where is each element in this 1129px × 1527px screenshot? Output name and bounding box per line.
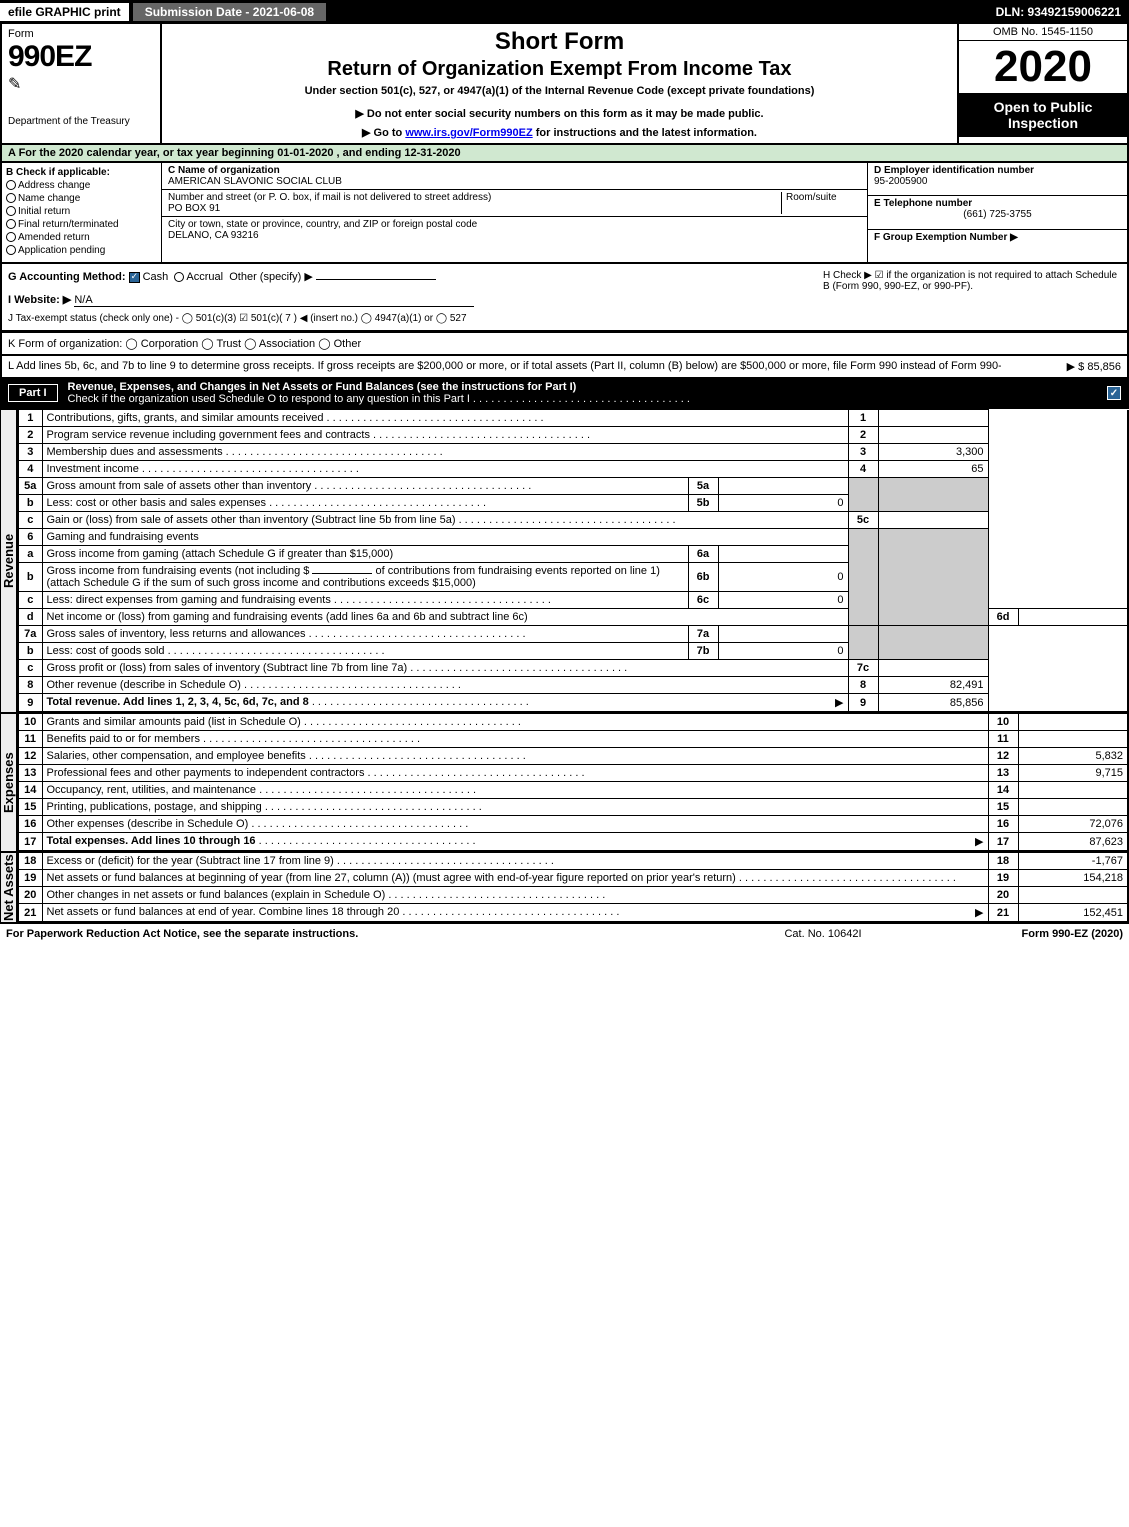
room-suite-label: Room/suite — [781, 192, 861, 214]
footer-catno: Cat. No. 10642I — [723, 928, 923, 940]
org-street: PO BOX 91 — [168, 203, 220, 214]
chk-application-pending[interactable]: Application pending — [6, 245, 157, 256]
box-c-city-label: City or town, state or province, country… — [168, 219, 477, 230]
dept-label: Department of the Treasury — [8, 116, 154, 127]
line-2: 2Program service revenue including gover… — [18, 427, 1128, 444]
org-city: DELANO, CA 93216 — [168, 230, 259, 241]
form-number: 990EZ — [8, 40, 154, 74]
line-20: 20Other changes in net assets or fund ba… — [18, 887, 1128, 904]
footer-formref: Form 990-EZ (2020) — [923, 928, 1123, 940]
box-f-label: F Group Exemption Number ▶ — [874, 232, 1018, 243]
header-center: Short Form Return of Organization Exempt… — [162, 24, 957, 143]
line-7c: cGross profit or (loss) from sales of in… — [18, 660, 1128, 677]
page-footer: For Paperwork Reduction Act Notice, see … — [0, 923, 1129, 944]
part-1-title: Revenue, Expenses, and Changes in Net As… — [68, 381, 577, 393]
line-7a: 7aGross sales of inventory, less returns… — [18, 626, 1128, 643]
line-11: 11Benefits paid to or for members11 — [18, 731, 1128, 748]
form-header: Form 990EZ ✎ Department of the Treasury … — [0, 24, 1129, 145]
line-8: 8Other revenue (describe in Schedule O)8… — [18, 677, 1128, 694]
header-left: Form 990EZ ✎ Department of the Treasury — [2, 24, 162, 143]
chk-amended-return[interactable]: Amended return — [6, 232, 157, 243]
omb-number: OMB No. 1545-1150 — [959, 24, 1127, 41]
short-form-title: Short Form — [170, 28, 949, 56]
dln-label: DLN: 93492159006221 — [996, 5, 1129, 19]
line-15: 15Printing, publications, postage, and s… — [18, 799, 1128, 816]
chk-accrual[interactable] — [174, 272, 184, 282]
box-b: B Check if applicable: Address change Na… — [2, 163, 162, 262]
box-c: C Name of organization AMERICAN SLAVONIC… — [162, 163, 867, 262]
row-l: L Add lines 5b, 6c, and 7b to line 9 to … — [0, 356, 1129, 379]
chk-name-change[interactable]: Name change — [6, 193, 157, 204]
line-18: 18Excess or (deficit) for the year (Subt… — [18, 853, 1128, 870]
box-e-label: E Telephone number — [874, 198, 1121, 209]
part-1-schedule-o-checkbox[interactable]: ✓ — [1107, 386, 1121, 400]
submission-date-label: Submission Date - 2021-06-08 — [133, 3, 326, 21]
box-c-name-label: C Name of organization — [168, 165, 861, 176]
no-ssn-text: ▶ Do not enter social security numbers o… — [170, 107, 949, 120]
chk-final-return[interactable]: Final return/terminated — [6, 219, 157, 230]
goto-link[interactable]: www.irs.gov/Form990EZ — [405, 127, 532, 139]
efile-print-label[interactable]: efile GRAPHIC print — [0, 3, 129, 21]
topbar: efile GRAPHIC print Submission Date - 20… — [0, 0, 1129, 24]
irs-icon: ✎ — [8, 74, 154, 94]
line-5a: 5aGross amount from sale of assets other… — [18, 478, 1128, 495]
footer-left: For Paperwork Reduction Act Notice, see … — [6, 928, 723, 940]
chk-initial-return[interactable]: Initial return — [6, 206, 157, 217]
line-16: 16Other expenses (describe in Schedule O… — [18, 816, 1128, 833]
row-i-label: I Website: ▶ — [8, 294, 71, 306]
line-3: 3Membership dues and assessments33,300 — [18, 444, 1128, 461]
return-title: Return of Organization Exempt From Incom… — [170, 58, 949, 81]
line-9: 9Total revenue. Add lines 1, 2, 3, 4, 5c… — [18, 694, 1128, 713]
goto-text: ▶ Go to www.irs.gov/Form990EZ for instru… — [170, 126, 949, 139]
box-d-label: D Employer identification number — [874, 165, 1121, 176]
revenue-table: 1Contributions, gifts, grants, and simil… — [17, 409, 1129, 713]
row-gh: G Accounting Method: Cash Accrual Other … — [0, 264, 1129, 332]
row-a-tax-year: A For the 2020 calendar year, or tax yea… — [0, 145, 1129, 163]
chk-cash[interactable] — [129, 272, 140, 283]
part-1-check-text: Check if the organization used Schedule … — [68, 393, 690, 405]
revenue-side-label: Revenue — [0, 409, 17, 713]
part-1-header: Part I Revenue, Expenses, and Changes in… — [0, 379, 1129, 409]
tax-year: 2020 — [959, 41, 1127, 93]
netassets-side-label: Net Assets — [0, 852, 17, 923]
line-19: 19Net assets or fund balances at beginni… — [18, 870, 1128, 887]
goto-pre: ▶ Go to — [362, 127, 405, 139]
goto-post: for instructions and the latest informat… — [533, 127, 757, 139]
line-6: 6Gaming and fundraising events — [18, 529, 1128, 546]
row-g-label: G Accounting Method: — [8, 271, 126, 283]
row-l-text: L Add lines 5b, 6c, and 7b to line 9 to … — [8, 360, 1001, 372]
row-k: K Form of organization: ◯ Corporation ◯ … — [0, 332, 1129, 356]
line-13: 13Professional fees and other payments t… — [18, 765, 1128, 782]
box-b-title: B Check if applicable: — [6, 167, 157, 178]
line-1: 1Contributions, gifts, grants, and simil… — [18, 410, 1128, 427]
row-l-amount: ▶ $ 85,856 — [1001, 360, 1121, 373]
chk-address-change[interactable]: Address change — [6, 180, 157, 191]
line-10: 10Grants and similar amounts paid (list … — [18, 714, 1128, 731]
line-5c: cGain or (loss) from sale of assets othe… — [18, 512, 1128, 529]
row-g: G Accounting Method: Cash Accrual Other … — [2, 264, 817, 330]
row-h: H Check ▶ ☑ if the organization is not r… — [817, 264, 1127, 330]
under-section-text: Under section 501(c), 527, or 4947(a)(1)… — [170, 85, 949, 97]
part-1-label: Part I — [8, 384, 58, 402]
line-12: 12Salaries, other compensation, and empl… — [18, 748, 1128, 765]
org-name: AMERICAN SLAVONIC SOCIAL CLUB — [168, 176, 861, 187]
line-14: 14Occupancy, rent, utilities, and mainte… — [18, 782, 1128, 799]
row-j: J Tax-exempt status (check only one) - ◯… — [8, 313, 811, 324]
line-17: 17Total expenses. Add lines 10 through 1… — [18, 833, 1128, 852]
open-to-public: Open to Public Inspection — [959, 93, 1127, 137]
line-4: 4Investment income465 — [18, 461, 1128, 478]
website-value: N/A — [74, 294, 474, 307]
ein-value: 95-2005900 — [874, 176, 1121, 187]
box-c-street-label: Number and street (or P. O. box, if mail… — [168, 192, 491, 203]
telephone-value: (661) 725-3755 — [874, 209, 1121, 220]
form-label: Form — [8, 28, 154, 40]
netassets-table: 18Excess or (deficit) for the year (Subt… — [17, 852, 1129, 923]
expenses-table: 10Grants and similar amounts paid (list … — [17, 713, 1129, 852]
header-right: OMB No. 1545-1150 2020 Open to Public In… — [957, 24, 1127, 143]
expenses-side-label: Expenses — [0, 713, 17, 852]
org-info-box: B Check if applicable: Address change Na… — [0, 163, 1129, 264]
box-def: D Employer identification number 95-2005… — [867, 163, 1127, 262]
line-21: 21Net assets or fund balances at end of … — [18, 904, 1128, 923]
accounting-other-input[interactable] — [316, 279, 436, 280]
